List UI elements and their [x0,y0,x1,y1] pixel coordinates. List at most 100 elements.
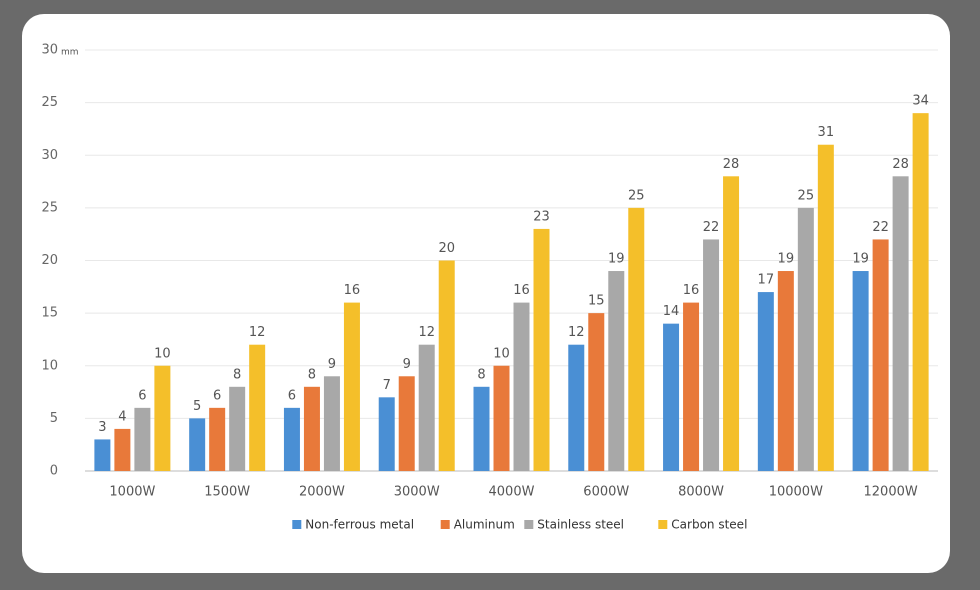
bar [229,386,246,471]
bar [568,344,585,471]
bar [533,228,550,471]
y-tick-label: 20 [41,253,58,268]
data-label: 6 [213,388,221,403]
legend-swatch [658,520,668,529]
data-label: 19 [608,252,625,267]
data-label: 19 [852,252,869,267]
bar [303,386,320,471]
data-label: 25 [798,188,815,203]
x-tick-label: 4000W [489,485,535,500]
x-tick-label: 8000W [678,485,724,500]
data-label: 6 [288,388,296,403]
bar [608,271,625,471]
legend-label: Non-ferrous metal [305,518,414,532]
bar [892,176,909,472]
x-tick-label: 6000W [583,485,629,500]
bar [797,207,814,471]
bar [114,428,131,471]
bar [249,344,266,471]
y-tick-label: 25 [41,200,58,215]
legend-swatch [524,520,534,529]
bar [209,407,226,471]
y-tick-label: 25 [41,95,58,110]
x-tick-label: 3000W [394,485,440,500]
data-label: 31 [818,125,835,140]
bar [777,271,794,471]
data-label: 20 [438,241,455,256]
y-tick-label: 5 [50,411,58,426]
data-label: 10 [493,346,510,361]
bar [438,260,455,471]
data-label: 7 [383,378,391,393]
bar [912,113,929,472]
data-label: 4 [118,409,126,424]
data-label: 23 [533,209,550,224]
data-label: 3 [98,420,106,435]
bar [723,176,740,472]
y-tick-label: 30 [41,43,58,58]
x-tick-label: 12000W [864,485,918,500]
x-tick-label: 10000W [769,485,823,500]
bar [398,376,415,471]
bar [683,302,700,471]
data-label: 16 [683,283,700,298]
data-label: 34 [912,94,929,109]
data-label: 9 [403,357,411,372]
bar [378,397,395,471]
data-label: 16 [344,283,361,298]
bar [94,439,111,471]
data-label: 15 [588,294,605,309]
bar [817,144,834,471]
y-tick-label: 10 [41,358,58,373]
data-label: 14 [663,304,680,319]
data-label: 28 [723,157,740,172]
data-label: 17 [758,273,775,288]
x-tick-label: 1500W [204,485,250,500]
bar [493,365,510,471]
data-label: 10 [154,346,171,361]
data-label: 28 [892,157,909,172]
legend-swatch [440,520,450,529]
data-label: 5 [193,399,201,414]
bar [588,313,605,471]
bar [513,302,530,471]
data-label: 6 [138,388,146,403]
bar [283,407,300,471]
y-tick-label: 0 [50,464,58,479]
data-label: 22 [703,220,720,235]
y-unit: mm [61,48,79,58]
bar [418,344,435,471]
data-label: 16 [513,283,530,298]
bar [189,418,206,471]
bar [134,407,151,471]
data-label: 8 [308,367,316,382]
bar [323,376,340,471]
y-tick-label: 30 [41,148,58,163]
data-label: 25 [628,188,645,203]
bar [757,292,774,471]
bar [473,386,490,471]
data-label: 8 [477,367,485,382]
data-label: 9 [328,357,336,372]
data-label: 8 [233,367,241,382]
legend-swatch [292,520,302,529]
legend-label: Aluminum [454,518,515,532]
y-tick-label: 15 [41,306,58,321]
data-label: 12 [568,325,585,340]
data-label: 19 [778,252,795,267]
data-label: 12 [418,325,435,340]
bar [628,207,645,471]
legend-label: Carbon steel [671,518,747,532]
bar [154,365,171,471]
x-tick-label: 2000W [299,485,345,500]
bar [663,323,680,471]
bar [872,239,889,471]
data-label: 22 [872,220,889,235]
bar [703,239,720,471]
legend-label: Stainless steel [537,518,624,532]
bar [343,302,360,471]
x-tick-label: 1000W [109,485,155,500]
bar [852,271,869,471]
